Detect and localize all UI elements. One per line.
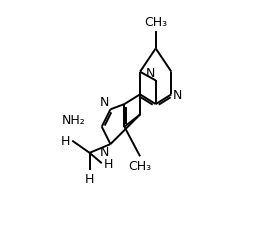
Text: N: N [99,95,109,108]
Text: CH₃: CH₃ [144,16,167,29]
Text: H: H [104,157,113,170]
Text: H: H [61,135,70,147]
Text: NH₂: NH₂ [62,114,86,127]
Text: N: N [173,88,183,101]
Text: N: N [146,66,155,79]
Text: N: N [99,145,109,158]
Text: CH₃: CH₃ [128,159,152,172]
Text: H: H [85,173,94,185]
